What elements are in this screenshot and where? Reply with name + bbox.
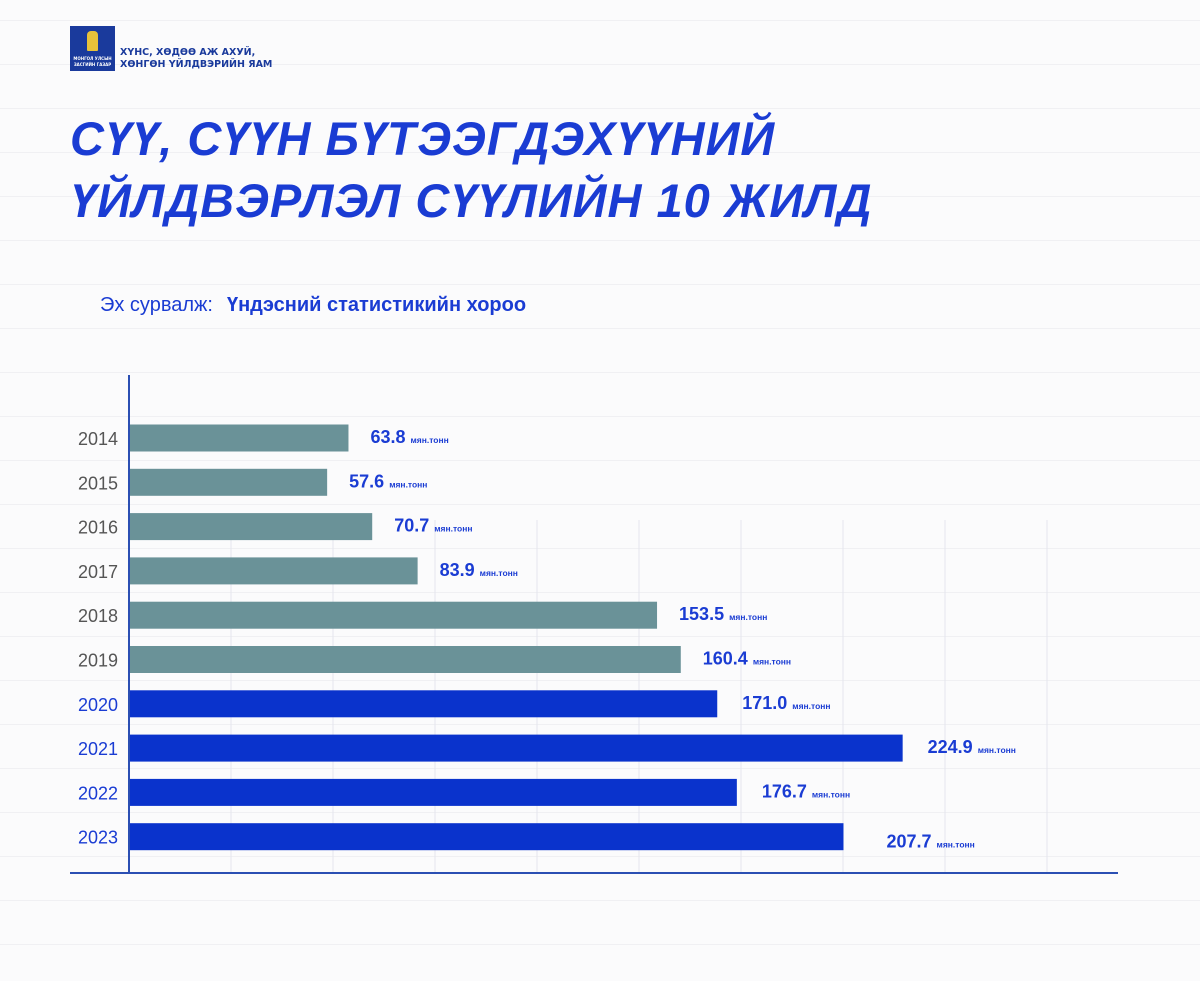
- ministry-line-1: ХҮНС, ХӨДӨӨ АЖ АХУЙ,: [120, 47, 256, 58]
- background-line: [0, 900, 1200, 901]
- year-label: 2022: [78, 783, 118, 803]
- value-label: 171.0 мян.тонн: [742, 693, 830, 713]
- year-label: 2020: [78, 695, 118, 715]
- background-line: [0, 152, 1200, 153]
- title-line-2: ҮЙЛДВЭРЛЭЛ СҮҮЛИЙН 10 ЖИЛД: [70, 174, 873, 227]
- background-line: [0, 504, 1200, 505]
- bar-2018: [129, 601, 658, 629]
- year-label: 2014: [78, 429, 118, 449]
- background-line: [0, 416, 1200, 417]
- value-label: 57.6 мян.тонн: [349, 471, 427, 491]
- source-value: Үндэсний статистикийн хороо: [226, 294, 527, 316]
- government-logo: МОНГОЛ УЛСЫН ЗАСГИЙН ГАЗАР: [70, 26, 115, 71]
- background-line: [0, 680, 1200, 681]
- background-line: [0, 856, 1200, 857]
- source-note: Эх сурвалж: Үндэсний статистикийн хороо: [100, 294, 526, 317]
- background-line: [0, 460, 1200, 461]
- bar-2017: [129, 557, 418, 585]
- background-line: [0, 196, 1200, 197]
- page-title: СҮҮ, СҮҮН БҮТЭЭГДЭХҮҮНИЙ ҮЙЛДВЭРЛЭЛ СҮҮЛ…: [70, 108, 872, 232]
- value-label: 83.9 мян.тонн: [440, 560, 518, 580]
- value-label: 176.7 мян.тонн: [762, 781, 850, 801]
- value-label: 63.8 мян.тонн: [370, 427, 448, 447]
- background-line: [0, 328, 1200, 329]
- source-label: Эх сурвалж:: [100, 294, 213, 316]
- year-label: 2017: [78, 562, 118, 582]
- background-line: [0, 812, 1200, 813]
- title-line-1: СҮҮ, СҮҮН БҮТЭЭГДЭХҮҮНИЙ: [70, 112, 776, 165]
- background-line: [0, 592, 1200, 593]
- bar-2014: [129, 424, 349, 452]
- year-label: 2018: [78, 606, 118, 626]
- background-line: [0, 284, 1200, 285]
- ministry-line-2: ХӨНГӨН ҮЙЛДВЭРИЙН ЯАМ: [120, 59, 273, 70]
- value-label: 153.5 мян.тонн: [679, 604, 767, 624]
- background-line: [0, 20, 1200, 21]
- background-line: [0, 944, 1200, 945]
- logo-text-1: МОНГОЛ УЛСЫН: [73, 56, 112, 61]
- bar-2019: [129, 646, 681, 673]
- logo-text-2: ЗАСГИЙН ГАЗАР: [73, 62, 112, 67]
- year-label: 2019: [78, 651, 118, 671]
- bar-2021: [129, 734, 903, 762]
- bar-2020: [129, 690, 718, 718]
- value-label: 160.4 мян.тонн: [703, 649, 791, 669]
- background-line: [0, 768, 1200, 769]
- year-label: 2015: [78, 473, 118, 493]
- value-label: 70.7 мян.тонн: [394, 516, 472, 536]
- bar-2015: [129, 468, 328, 496]
- year-label: 2023: [78, 828, 118, 848]
- value-label: 224.9 мян.тонн: [928, 737, 1016, 757]
- value-label: 207.7 мян.тонн: [886, 832, 974, 852]
- soyombo-emblem-icon: [87, 31, 98, 51]
- background-line: [0, 724, 1200, 725]
- background-line: [0, 548, 1200, 549]
- bar-2023: [129, 823, 844, 851]
- background-line: [0, 64, 1200, 65]
- bar-2016: [129, 513, 373, 541]
- ministry-name: ХҮНС, ХӨДӨӨ АЖ АХУЙ, ХӨНГӨН ҮЙЛДВЭРИЙН Я…: [120, 47, 272, 71]
- year-label: 2016: [78, 518, 118, 538]
- background-line: [0, 372, 1200, 373]
- background-line: [0, 240, 1200, 241]
- bar-2022: [129, 778, 737, 806]
- year-label: 2021: [78, 739, 118, 759]
- background-line: [0, 108, 1200, 109]
- background-line: [0, 636, 1200, 637]
